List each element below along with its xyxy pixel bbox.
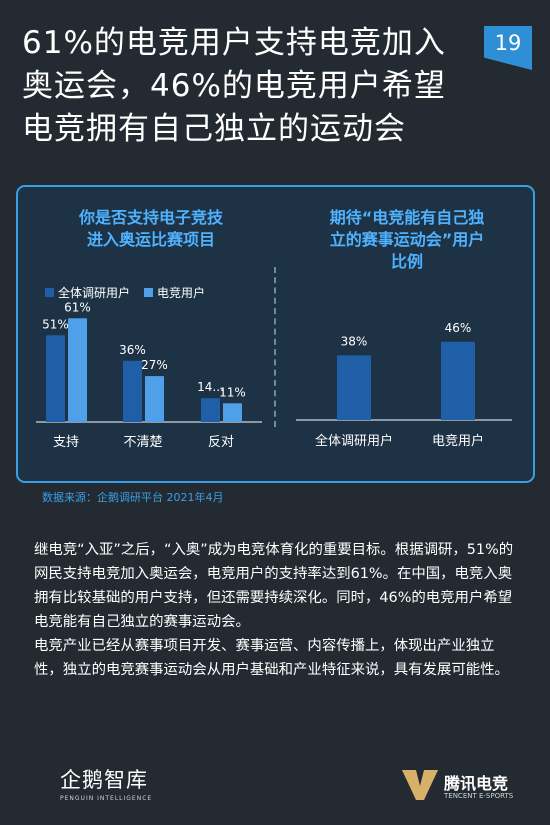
chart-1-title: 你是否支持电子竞技 进入奥运比赛项目 (36, 207, 266, 251)
bar (145, 376, 164, 422)
data-label: 14... (197, 380, 224, 394)
bar (46, 335, 65, 422)
body-text: 继电竞“入亚”之后，“入奥”成为电竞体育化的重要目标。根据调研，51%的网民支持… (34, 538, 522, 682)
data-label: 61% (64, 300, 91, 314)
legend-swatch (45, 288, 54, 297)
data-label: 36% (119, 343, 146, 357)
data-label: 51% (42, 317, 69, 331)
chart-2-title-line: 比例 (390, 252, 423, 271)
category-label: 反对 (208, 435, 234, 450)
body-paragraph: 继电竞“入亚”之后，“入奥”成为电竞体育化的重要目标。根据调研，51%的网民支持… (34, 542, 514, 630)
data-label: 27% (141, 358, 168, 372)
bar (68, 318, 87, 422)
left-brand-name: 企鹅智库 (60, 768, 148, 792)
chart-1-title-line: 进入奥运比赛项目 (86, 230, 215, 249)
right-brand-sub: TENCENT E-SPORTS (444, 792, 514, 800)
bar (123, 360, 142, 422)
legend-label: 电竞用户 (157, 286, 206, 300)
title-line: 61%的电竞用户支持电竞加入 (22, 25, 446, 61)
chart-1-title-line: 你是否支持电子竞技 (78, 208, 223, 227)
right-brand-name: 腾讯电竞 (444, 774, 509, 793)
bar (201, 398, 220, 422)
panel-divider (274, 267, 276, 427)
penguin-intelligence-logo: 企鹅智库 PENGUIN INTELLIGENCE (60, 764, 152, 802)
chart-2-title: 期待“电竞能有自己独 立的赛事运动会”用户 比例 (292, 207, 522, 273)
tencent-esports-icon (402, 770, 438, 800)
chart-1-legend: 全体调研用户 电竞用户 (45, 284, 205, 301)
data-label: 46% (445, 321, 472, 335)
legend-swatch (144, 288, 154, 297)
title-line: 奥运会，46%的电竞用户希望 (22, 68, 446, 104)
category-label: 不清楚 (123, 435, 162, 450)
bar (441, 341, 475, 420)
chart-2-title-line: 立的赛事运动会”用户 (329, 230, 485, 249)
left-brand-sub: PENGUIN INTELLIGENCE (60, 795, 153, 802)
legend-item-esports-users: 电竞用户 (144, 284, 205, 301)
chart-2-title-line: 期待“电竞能有自己独 (329, 208, 485, 227)
data-label: 38% (341, 334, 368, 348)
category-label: 电竞用户 (432, 433, 484, 449)
category-label: 全体调研用户 (315, 433, 393, 449)
body-paragraph: 电竞产业已经从赛事项目开发、赛事运营、内容传播上，体现出产业独立性，独立的电竞赛… (34, 638, 509, 678)
data-source: 数据来源：企鹅调研平台 2021年4月 (42, 491, 224, 504)
category-label: 支持 (53, 435, 79, 450)
bar (223, 403, 242, 422)
data-label: 11% (219, 385, 246, 399)
legend-label: 全体调研用户 (58, 286, 131, 300)
legend-item-all-users: 全体调研用户 (45, 284, 130, 301)
page-number: 19 (494, 31, 522, 55)
page-title: 61%的电竞用户支持电竞加入 奥运会，46%的电竞用户希望 电竞拥有自己独立的运… (22, 22, 482, 151)
title-line: 电竞拥有自己独立的运动会 (22, 111, 406, 147)
bar (337, 355, 371, 420)
